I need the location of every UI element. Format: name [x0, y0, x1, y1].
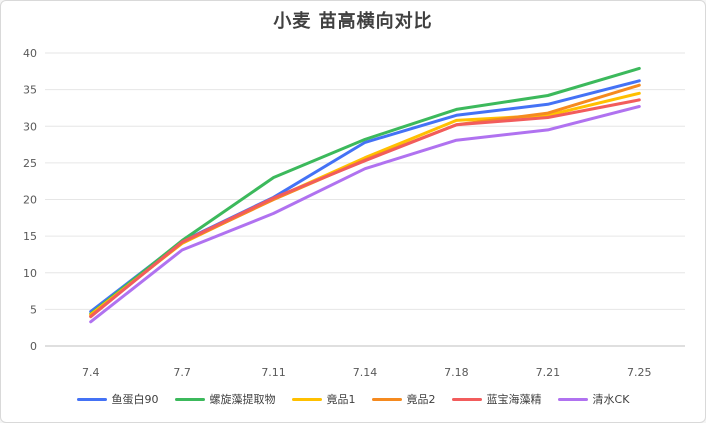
y-tick-label: 0 — [30, 340, 37, 353]
legend-swatch — [451, 397, 482, 401]
legend-label: 竟品1 — [326, 393, 356, 406]
y-tick-label: 35 — [23, 84, 37, 97]
legend-swatch — [291, 397, 322, 401]
legend-label: 螺旋藻提取物 — [209, 393, 276, 406]
legend-label: 清水CK — [592, 393, 630, 406]
legend-item[interactable]: 蓝宝海藻精 — [451, 391, 542, 407]
legend-item[interactable]: 鱼蛋白90 — [76, 391, 159, 407]
y-tick-label: 15 — [23, 230, 37, 243]
y-tick-label: 10 — [23, 267, 37, 280]
legend-label: 鱼蛋白90 — [111, 393, 159, 406]
legend-swatch — [371, 397, 402, 401]
y-tick-label: 30 — [23, 120, 37, 133]
x-tick-label: 7.14 — [353, 366, 378, 379]
series-line — [89, 105, 641, 324]
y-tick-label: 20 — [23, 194, 37, 207]
legend-swatch — [557, 397, 588, 401]
x-tick-label: 7.7 — [173, 366, 191, 379]
chart-legend: 鱼蛋白90 螺旋藻提取物 竟品1 竟品2 蓝宝海藻精 清水CK — [1, 391, 705, 407]
x-tick-label: 7.4 — [82, 366, 100, 379]
x-tick-label: 7.25 — [627, 366, 652, 379]
x-tick-label: 7.18 — [444, 366, 469, 379]
chart-title: 小麦 苗高横向对比 — [273, 11, 433, 32]
legend-swatch — [174, 397, 205, 401]
y-tick-label: 5 — [30, 303, 37, 316]
legend-item[interactable]: 竟品2 — [371, 391, 436, 407]
legend-swatch — [76, 397, 107, 401]
legend-item[interactable]: 竟品1 — [291, 391, 356, 407]
legend-label: 蓝宝海藻精 — [486, 393, 542, 406]
legend-item[interactable]: 清水CK — [557, 391, 630, 407]
y-tick-label: 40 — [23, 47, 37, 60]
x-tick-label: 7.21 — [536, 366, 561, 379]
y-tick-label: 25 — [23, 157, 37, 170]
legend-label: 竟品2 — [406, 393, 436, 406]
series-line — [89, 83, 641, 318]
series-line — [89, 98, 641, 319]
legend-item[interactable]: 螺旋藻提取物 — [174, 391, 276, 407]
series-line — [89, 66, 641, 316]
x-tick-label: 7.11 — [261, 366, 286, 379]
